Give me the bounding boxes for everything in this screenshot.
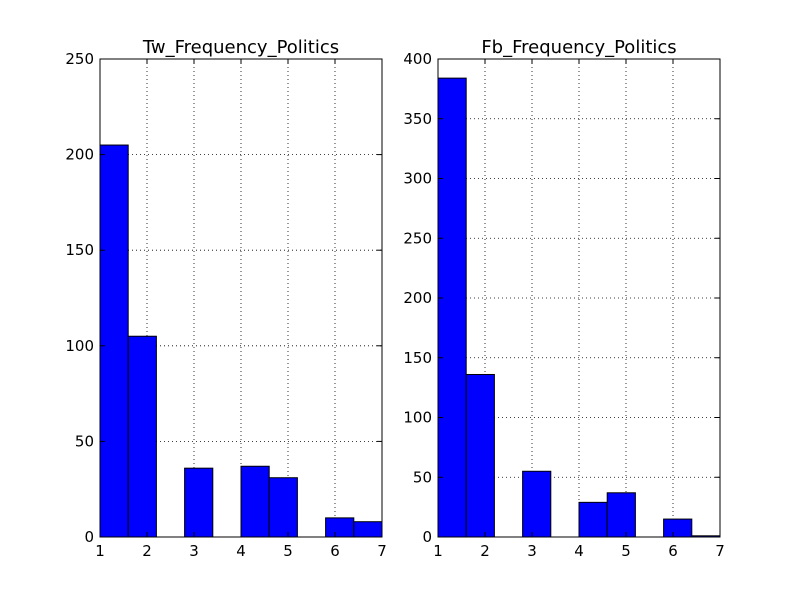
- fb-x-tick-label: 3: [527, 542, 537, 560]
- tw-histogram-bar: [99, 144, 129, 538]
- fb-histogram-bar: [663, 518, 693, 538]
- tw-x-tick-label: 2: [142, 542, 152, 560]
- fb-x-tick-label: 6: [668, 542, 678, 560]
- tw-histogram-bar: [268, 477, 298, 538]
- fb-histogram-bar: [437, 77, 467, 538]
- fb-x-tick-label: 2: [480, 542, 490, 560]
- tw-x-tick-label: 3: [189, 542, 199, 560]
- fb-histogram-bar: [578, 501, 608, 538]
- fb-y-tick-label: 200: [403, 289, 432, 307]
- fb-y-tick-label: 300: [403, 170, 432, 188]
- tw-histogram-bar: [353, 521, 383, 538]
- tw-x-tick-label: 5: [283, 542, 293, 560]
- tw-histogram-bar: [127, 335, 157, 538]
- tw-y-tick-label: 150: [65, 241, 94, 259]
- fb-histogram-bar: [606, 492, 636, 538]
- fb-x-tick-label: 1: [433, 542, 443, 560]
- tw-y-tick-label: 200: [65, 146, 94, 164]
- fb-y-tick-label: 0: [422, 528, 432, 546]
- fb-y-tick-label: 150: [403, 349, 432, 367]
- tw-y-tick-label: 0: [84, 528, 94, 546]
- tw-chart-title: Tw_Frequency_Politics: [142, 37, 339, 58]
- tw-x-tick-label: 1: [95, 542, 105, 560]
- fb-histogram-bar: [465, 373, 495, 538]
- tw-x-tick-label: 7: [377, 542, 387, 560]
- tw-y-tick-label: 250: [65, 50, 94, 68]
- fb-y-tick-label: 100: [403, 409, 432, 427]
- tw-x-tick-label: 6: [330, 542, 340, 560]
- fb-y-tick-label: 50: [413, 468, 432, 486]
- fb-histogram-panel: 1 2 3 4 5 6 7 0 50 100 150 200 250 300 350 400 Fb_Freque…: [403, 37, 724, 560]
- tw-y-tick-label: 50: [75, 432, 94, 450]
- tw-histogram-bar: [184, 467, 214, 538]
- tw-histogram-bar: [325, 517, 355, 538]
- fb-y-tick-label: 250: [403, 229, 432, 247]
- fb-x-tick-label: 5: [621, 542, 631, 560]
- fb-x-tick-label: 7: [715, 542, 725, 560]
- fb-y-tick-label: 400: [403, 50, 432, 68]
- tw-x-tick-label: 4: [236, 542, 246, 560]
- fb-chart-title: Fb_Frequency_Politics: [481, 37, 676, 58]
- fb-y-tick-label: 350: [403, 110, 432, 128]
- fb-x-tick-label: 4: [574, 542, 584, 560]
- tw-y-tick-label: 100: [65, 337, 94, 355]
- tw-histogram-panel: 1 2 3 4 5 6 7 0 50 100 150 200 250 Tw_Frequency_Polit…: [65, 37, 386, 560]
- tw-histogram-bar: [240, 465, 270, 538]
- fb-histogram-bar: [522, 470, 552, 538]
